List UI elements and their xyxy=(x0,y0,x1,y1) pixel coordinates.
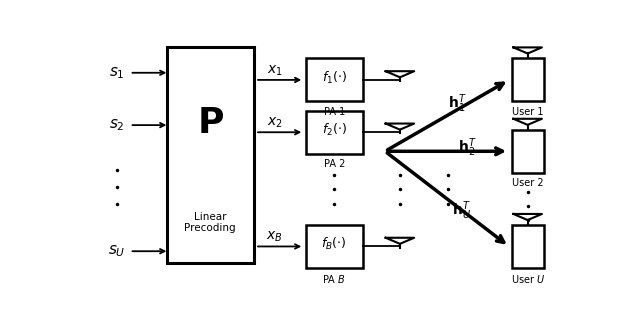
Text: $\mathbf{h}_1^T$: $\mathbf{h}_1^T$ xyxy=(447,92,467,115)
Text: $s_1$: $s_1$ xyxy=(109,65,125,81)
Text: $s_2$: $s_2$ xyxy=(109,117,125,133)
Text: $\mathbf{h}_2^T$: $\mathbf{h}_2^T$ xyxy=(458,136,476,159)
Text: User 2: User 2 xyxy=(512,178,543,188)
Text: PA 1: PA 1 xyxy=(324,107,345,117)
FancyBboxPatch shape xyxy=(511,225,544,268)
Text: $\mathbf{h}_U^T$: $\mathbf{h}_U^T$ xyxy=(452,200,472,222)
Text: $x_1$: $x_1$ xyxy=(267,63,283,78)
FancyBboxPatch shape xyxy=(511,130,544,173)
Text: Linear
Precoding: Linear Precoding xyxy=(184,212,236,234)
FancyBboxPatch shape xyxy=(306,111,363,154)
Text: User $U$: User $U$ xyxy=(511,273,545,285)
Text: PA 2: PA 2 xyxy=(323,159,345,169)
Text: PA $B$: PA $B$ xyxy=(323,273,346,285)
Text: $x_B$: $x_B$ xyxy=(266,230,283,244)
Text: $x_2$: $x_2$ xyxy=(267,116,283,130)
FancyBboxPatch shape xyxy=(306,58,363,101)
Text: $\mathbf{P}$: $\mathbf{P}$ xyxy=(196,106,224,140)
FancyBboxPatch shape xyxy=(511,58,544,101)
Text: $s_U$: $s_U$ xyxy=(108,243,126,259)
Text: $f_2(\cdot)$: $f_2(\cdot)$ xyxy=(322,122,347,138)
FancyBboxPatch shape xyxy=(167,47,253,263)
FancyBboxPatch shape xyxy=(306,225,363,268)
Text: $f_B(\cdot)$: $f_B(\cdot)$ xyxy=(321,236,347,252)
Text: $f_1(\cdot)$: $f_1(\cdot)$ xyxy=(322,70,347,86)
Text: User 1: User 1 xyxy=(512,107,543,117)
